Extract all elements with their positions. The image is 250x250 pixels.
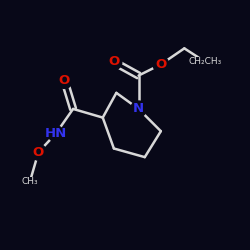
Text: CH₂CH₃: CH₂CH₃ bbox=[189, 58, 222, 66]
Circle shape bbox=[56, 72, 72, 88]
Text: HN: HN bbox=[45, 127, 67, 140]
Text: CH₃: CH₃ bbox=[22, 177, 38, 186]
Circle shape bbox=[48, 126, 64, 142]
Text: O: O bbox=[33, 146, 44, 159]
Circle shape bbox=[131, 101, 146, 117]
Text: O: O bbox=[155, 58, 166, 71]
Circle shape bbox=[30, 144, 46, 160]
Circle shape bbox=[106, 54, 122, 70]
Text: O: O bbox=[59, 74, 70, 87]
FancyBboxPatch shape bbox=[182, 57, 228, 68]
Text: O: O bbox=[108, 56, 120, 68]
Circle shape bbox=[153, 56, 169, 72]
Text: N: N bbox=[133, 102, 144, 116]
FancyBboxPatch shape bbox=[17, 177, 43, 187]
